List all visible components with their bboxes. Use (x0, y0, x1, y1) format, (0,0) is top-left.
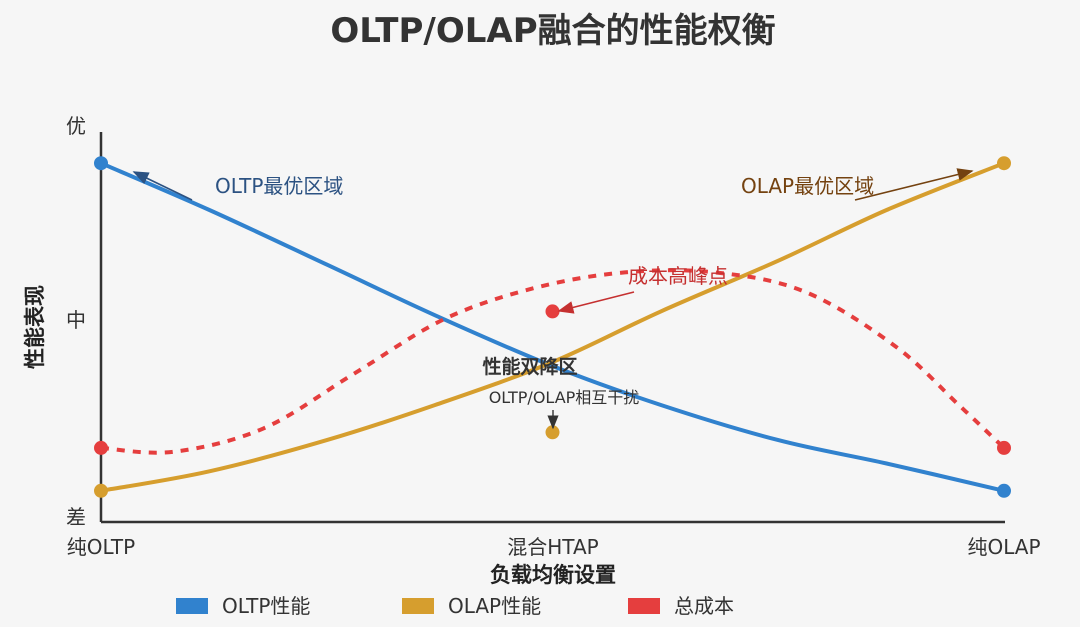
legend-label-olap: OLAP性能 (448, 594, 541, 618)
legend-swatch-olap (402, 598, 434, 614)
x-tick-middle: 混合HTAP (507, 535, 598, 559)
legend-swatch-cost (628, 598, 660, 614)
series-markers (94, 156, 1011, 498)
series-line-olap (100, 161, 1005, 493)
marker-olap-2 (997, 156, 1011, 171)
x-tick-left: 纯OLTP (67, 535, 135, 559)
chart-title: OLTP/OLAP融合的性能权衡 (330, 11, 775, 51)
marker-cost-2 (997, 440, 1011, 455)
annotation-oltp-optimal: OLTP最优区域 (215, 174, 343, 198)
marker-olap-0 (94, 483, 108, 498)
marker-cost-1 (545, 304, 560, 319)
marker-cost-0 (94, 440, 108, 455)
legend-label-cost: 总成本 (674, 594, 734, 618)
series-line-cost (100, 268, 1006, 455)
y-tick-mid: 中 (66, 308, 86, 332)
marker-oltp-0 (94, 156, 108, 171)
annotation-cost-peak: 成本高峰点 (628, 264, 728, 288)
annotation-olap-arrow (854, 168, 974, 201)
marker-oltp-1 (997, 483, 1011, 498)
y-tick-high: 优 (66, 114, 86, 138)
legend-label-oltp: OLTP性能 (222, 594, 310, 618)
annotation-cost-arrow (557, 291, 635, 314)
legend-swatch-oltp (176, 598, 208, 614)
x-axis-title: 负载均衡设置 (490, 563, 616, 587)
y-axis-title: 性能表现 (23, 285, 47, 369)
legend: OLTP性能 OLAP性能 总成本 (176, 594, 734, 618)
annotation-interference: OLTP/OLAP相互干扰 (489, 388, 640, 407)
series-line-oltp (100, 161, 1005, 493)
y-tick-low: 差 (66, 505, 86, 529)
annotation-oltp-arrow (132, 171, 193, 201)
annotation-olap-optimal: OLAP最优区域 (741, 174, 874, 198)
annotation-double-drop: 性能双降区 (482, 355, 577, 378)
x-tick-right: 纯OLAP (967, 535, 1040, 559)
